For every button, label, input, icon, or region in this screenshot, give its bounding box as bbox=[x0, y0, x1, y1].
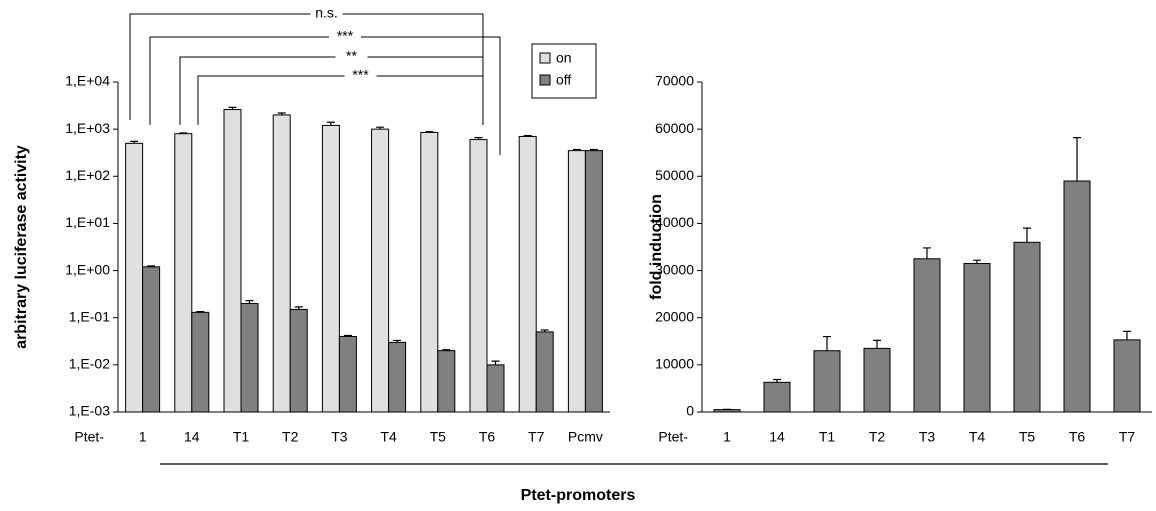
bar bbox=[964, 264, 990, 413]
bar bbox=[814, 351, 840, 412]
significance-label: ** bbox=[346, 48, 357, 64]
legend-swatch bbox=[540, 75, 550, 85]
bar bbox=[519, 136, 536, 412]
bar bbox=[1064, 181, 1090, 412]
x-tick-label: Pcmv bbox=[568, 429, 603, 445]
y-tick-label: 1,E+04 bbox=[65, 73, 110, 89]
error-bar bbox=[1023, 228, 1031, 242]
legend-label: on bbox=[556, 50, 572, 66]
x-tick-label: 14 bbox=[184, 429, 200, 445]
bar bbox=[372, 129, 389, 412]
bar bbox=[421, 132, 438, 412]
x-tick-label: T1 bbox=[819, 429, 836, 445]
error-bar bbox=[1123, 331, 1131, 339]
x-axis-title: Ptet-promoters bbox=[521, 487, 636, 504]
bar bbox=[764, 382, 790, 412]
y-tick-label: 0 bbox=[686, 403, 694, 419]
x-tick-label: T7 bbox=[528, 429, 545, 445]
bar bbox=[143, 267, 160, 412]
bar bbox=[864, 348, 890, 412]
y-tick-label: 50000 bbox=[655, 167, 694, 183]
x-tick-label: T6 bbox=[1069, 429, 1086, 445]
x-tick-label: T1 bbox=[233, 429, 250, 445]
x-tick-label: T5 bbox=[1019, 429, 1036, 445]
y-tick-label: 10000 bbox=[655, 356, 694, 372]
x-tick-label: 1 bbox=[139, 429, 147, 445]
y-tick-label: 1,E+03 bbox=[65, 120, 110, 136]
bar bbox=[224, 110, 241, 412]
x-tick-label: T5 bbox=[430, 429, 447, 445]
bar bbox=[470, 140, 487, 412]
bar bbox=[126, 143, 143, 412]
x-tick-label: T4 bbox=[969, 429, 986, 445]
significance-label: *** bbox=[337, 28, 354, 44]
y-tick-label: 60000 bbox=[655, 120, 694, 136]
y-tick-label: 1,E+01 bbox=[65, 214, 110, 230]
legend-swatch bbox=[540, 53, 550, 63]
x-tick-label: T4 bbox=[380, 429, 397, 445]
error-bar bbox=[1073, 138, 1081, 181]
bar bbox=[192, 312, 209, 412]
x-tick-label: T7 bbox=[1119, 429, 1136, 445]
error-bar bbox=[873, 340, 881, 348]
bar bbox=[175, 134, 192, 412]
bar bbox=[241, 304, 258, 412]
y-axis-title: arbitrary luciferase activity bbox=[13, 145, 30, 349]
error-bar bbox=[923, 248, 931, 259]
significance-label: *** bbox=[352, 67, 369, 83]
x-tick-label: T6 bbox=[479, 429, 496, 445]
significance-label: n.s. bbox=[315, 5, 338, 21]
bar bbox=[290, 309, 307, 412]
x-tick-label: T2 bbox=[282, 429, 299, 445]
y-tick-label: 1,E+00 bbox=[65, 261, 110, 277]
bar bbox=[914, 259, 940, 412]
bar bbox=[568, 151, 585, 412]
bar bbox=[438, 351, 455, 412]
error-bar bbox=[823, 337, 831, 351]
bar bbox=[273, 115, 290, 412]
bar bbox=[1014, 242, 1040, 412]
bar bbox=[585, 151, 602, 412]
bar bbox=[389, 342, 406, 412]
y-tick-label: 1,E+02 bbox=[65, 167, 110, 183]
bar bbox=[339, 336, 356, 412]
bar bbox=[536, 332, 553, 412]
y-tick-label: 1,E-03 bbox=[69, 403, 110, 419]
bar bbox=[487, 365, 504, 412]
y-tick-label: 1,E-01 bbox=[69, 308, 110, 324]
x-tick-label: 1 bbox=[723, 429, 731, 445]
x-tick-label: 14 bbox=[769, 429, 785, 445]
significance-bracket bbox=[130, 14, 483, 125]
x-tick-label: T3 bbox=[919, 429, 936, 445]
y-tick-label: 70000 bbox=[655, 73, 694, 89]
bar bbox=[1114, 340, 1140, 412]
y-tick-label: 20000 bbox=[655, 308, 694, 324]
y-axis-title: fold induction bbox=[648, 194, 665, 300]
x-tick-label: T2 bbox=[869, 429, 886, 445]
bar bbox=[322, 125, 339, 412]
error-bar bbox=[492, 361, 500, 365]
x-tick-label: T3 bbox=[331, 429, 348, 445]
x-prefix: Ptet- bbox=[658, 429, 688, 445]
legend-label: off bbox=[556, 72, 571, 88]
x-prefix: Ptet- bbox=[74, 429, 104, 445]
y-tick-label: 1,E-02 bbox=[69, 356, 110, 372]
